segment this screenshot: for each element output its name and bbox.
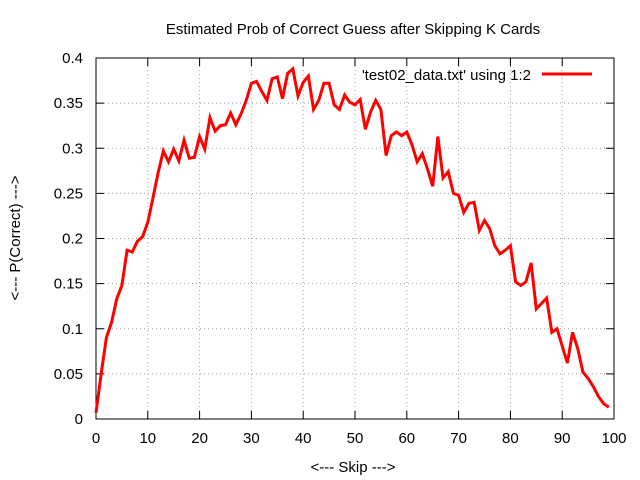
x-tick-label: 100 bbox=[601, 430, 626, 447]
y-tick-label: 0.15 bbox=[54, 276, 83, 293]
x-tick-label: 60 bbox=[398, 430, 415, 447]
grid bbox=[96, 58, 614, 419]
y-tick-labels: 0 0.05 0.1 0.15 0.2 0.25 0.3 0.35 0.4 bbox=[54, 50, 83, 428]
y-tick-label: 0.05 bbox=[54, 366, 83, 383]
y-tick-label: 0.1 bbox=[62, 321, 83, 338]
y-tick-label: 0 bbox=[75, 411, 83, 428]
y-tick-label: 0.3 bbox=[62, 140, 83, 157]
x-tick-label: 10 bbox=[139, 430, 156, 447]
x-tick-label: 40 bbox=[295, 430, 312, 447]
x-tick-label: 30 bbox=[243, 430, 260, 447]
legend-label: 'test02_data.txt' using 1:2 bbox=[362, 67, 531, 84]
x-tick-label: 80 bbox=[502, 430, 519, 447]
y-tick-label: 0.4 bbox=[62, 50, 83, 67]
y-tick-label: 0.35 bbox=[54, 95, 83, 112]
chart-title: Estimated Prob of Correct Guess after Sk… bbox=[166, 21, 540, 38]
series-line bbox=[94, 65, 610, 413]
x-tick-label: 20 bbox=[191, 430, 208, 447]
x-tick-labels: 0 10 20 30 40 50 60 70 80 90 100 bbox=[92, 430, 627, 447]
y-tick-label: 0.2 bbox=[62, 231, 83, 248]
y-tick-label: 0.25 bbox=[54, 185, 83, 202]
y-axis-label: <--- P(Correct) ---> bbox=[7, 175, 24, 300]
series-group bbox=[94, 65, 610, 413]
x-axis-label: <--- Skip ---> bbox=[310, 459, 395, 476]
x-tick-label: 90 bbox=[554, 430, 571, 447]
x-tick-label: 50 bbox=[347, 430, 364, 447]
x-tick-label: 0 bbox=[92, 430, 100, 447]
x-tick-label: 70 bbox=[450, 430, 467, 447]
legend: 'test02_data.txt' using 1:2 bbox=[362, 67, 592, 84]
